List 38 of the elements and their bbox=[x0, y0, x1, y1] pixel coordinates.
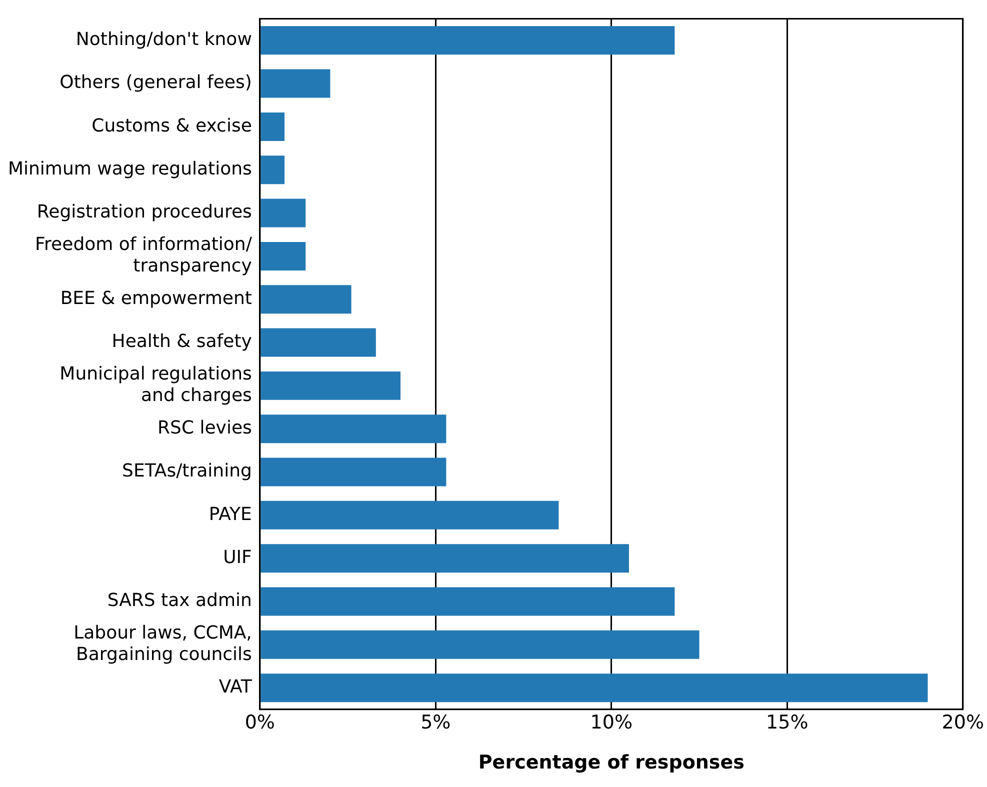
bar bbox=[260, 630, 700, 659]
x-tick-label: 0% bbox=[244, 712, 275, 734]
y-tick-label: Municipal regulations and charges bbox=[60, 364, 252, 406]
y-tick-label: Registration procedures bbox=[36, 202, 252, 223]
y-tick-label: SARS tax admin bbox=[107, 590, 252, 612]
y-tick-label: Nothing/don't know bbox=[76, 29, 252, 50]
bar bbox=[260, 414, 446, 444]
bar bbox=[260, 285, 352, 314]
x-tick-label: 20% bbox=[942, 712, 984, 734]
bar bbox=[260, 674, 928, 702]
x-tick-label: 5% bbox=[420, 712, 451, 734]
bar bbox=[260, 371, 401, 400]
y-tick-label: BEE & empowerment bbox=[60, 288, 252, 310]
bar bbox=[260, 242, 306, 270]
y-tick-label: Minimum wage regulations bbox=[8, 158, 252, 180]
bar bbox=[260, 156, 285, 184]
y-tick-label: SETAs/training bbox=[122, 460, 252, 482]
bar bbox=[260, 112, 285, 141]
bar bbox=[260, 26, 675, 55]
y-tick-label: PAYE bbox=[208, 504, 252, 525]
x-tick-label: 15% bbox=[766, 712, 808, 734]
y-tick-label: Others (general fees) bbox=[60, 72, 252, 94]
y-tick-label: Freedom of information/ transparency bbox=[34, 234, 253, 277]
bar bbox=[260, 328, 376, 357]
y-tick-label: Health & safety bbox=[112, 331, 252, 352]
y-tick-label: RSC levies bbox=[158, 418, 252, 439]
y-tick-label: Labour laws, CCMA, Bargaining councils bbox=[74, 622, 252, 666]
bar bbox=[260, 198, 306, 228]
bar bbox=[260, 587, 675, 616]
y-tick-label: UIF bbox=[223, 547, 252, 568]
bar bbox=[260, 500, 559, 530]
bar bbox=[260, 458, 446, 486]
x-axis-title: Percentage of responses bbox=[478, 752, 744, 774]
y-tick-label: VAT bbox=[218, 676, 253, 698]
x-tick-label: 10% bbox=[590, 712, 633, 734]
y-tick-label: Customs & excise bbox=[92, 115, 252, 136]
bar bbox=[260, 544, 629, 573]
bar bbox=[260, 69, 330, 98]
